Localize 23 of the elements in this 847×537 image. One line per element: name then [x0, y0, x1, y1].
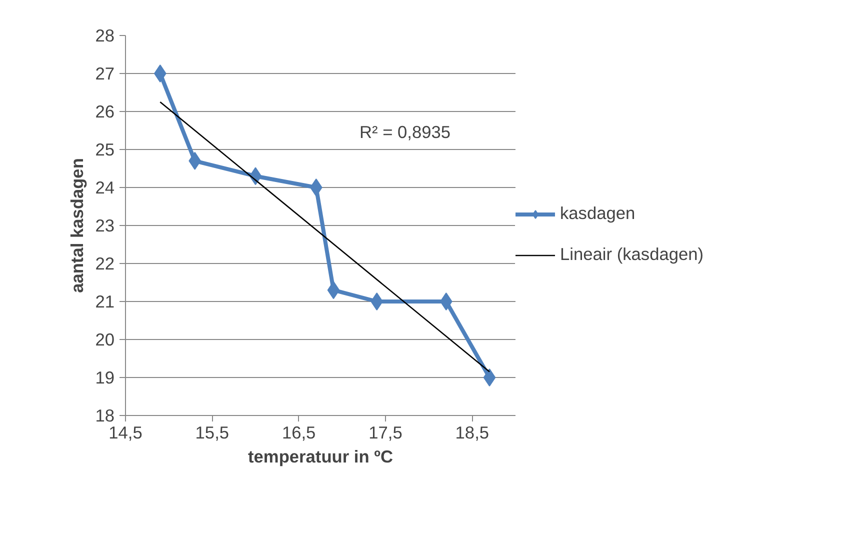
y-tick-label: 19: [95, 368, 115, 388]
legend-label: kasdagen: [560, 203, 636, 224]
x-tick-label: 16,5: [282, 422, 316, 442]
y-tick-label: 18: [95, 406, 115, 426]
y-tick-label: 26: [95, 102, 115, 122]
annotation: R² = 0,8935: [360, 122, 451, 142]
point: [483, 368, 496, 386]
y-tick-label: 24: [95, 178, 115, 198]
point: [327, 281, 340, 300]
y-tick-label: 21: [95, 292, 115, 312]
y-tick-label: 28: [95, 26, 115, 46]
y-tick-label: 23: [95, 216, 115, 236]
x-tick-label: 17,5: [368, 422, 402, 442]
y-tick-label: 27: [95, 64, 115, 84]
y-tick-label: 25: [95, 140, 115, 160]
x-tick-label: 15,5: [195, 422, 230, 442]
y-tick-label: 22: [95, 254, 115, 274]
x-axis-title: temperatuur in ºC: [248, 446, 394, 466]
legend-label: Lineair (kasdagen): [560, 244, 704, 265]
y-axis-title: aantal kasdagen: [67, 158, 88, 293]
x-tick-label: 18,5: [455, 422, 490, 442]
x-tick-label: 14,5: [108, 422, 142, 442]
y-tick-label: 20: [95, 330, 115, 350]
